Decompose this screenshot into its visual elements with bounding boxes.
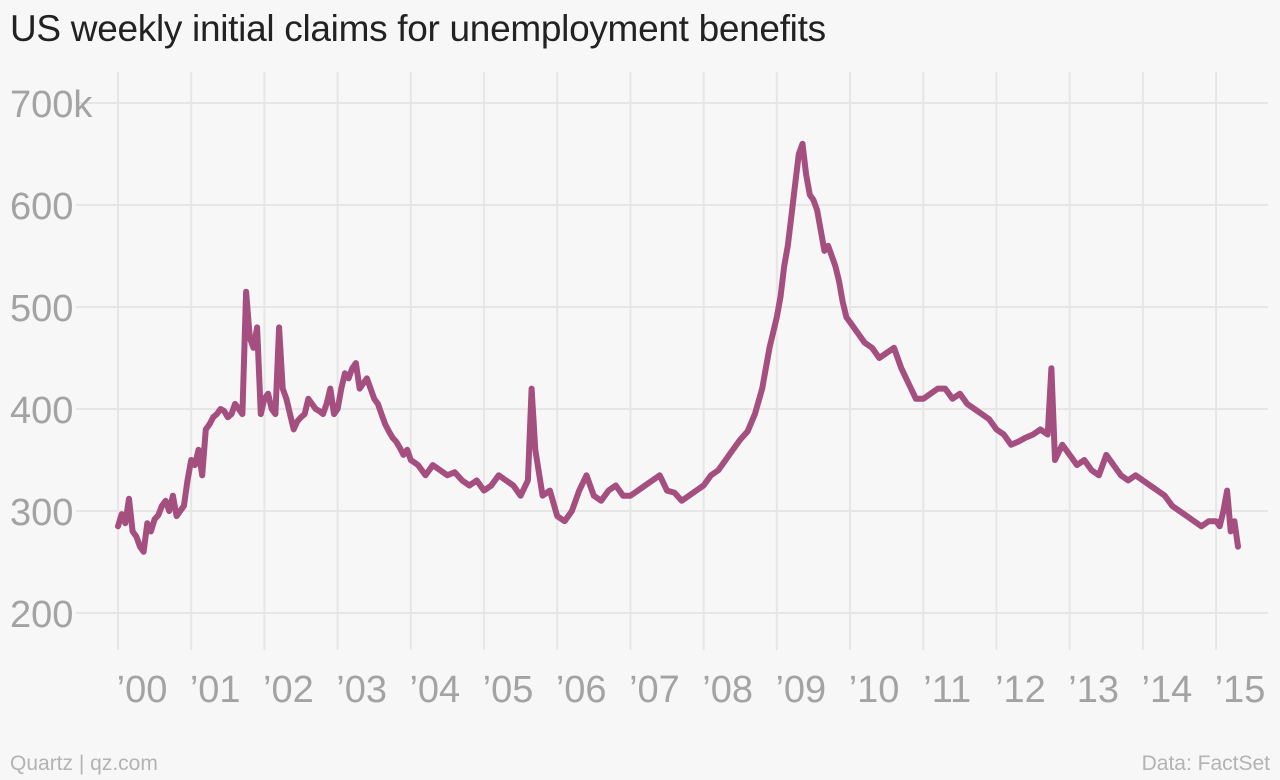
x-tick-label: ’06 bbox=[556, 669, 607, 711]
series-line-0 bbox=[115, 140, 1241, 555]
x-tick-label: ’03 bbox=[336, 669, 387, 711]
series-group bbox=[115, 140, 1241, 555]
x-tick-label: ’14 bbox=[1142, 669, 1193, 711]
x-tick-label: ’13 bbox=[1068, 669, 1119, 711]
x-tick-label: ’05 bbox=[483, 669, 534, 711]
y-axis-tick-labels: 200 300 400 500 600 700k bbox=[10, 84, 93, 636]
y-tick-label: 500 bbox=[10, 288, 73, 330]
x-tick-label: ’08 bbox=[702, 669, 753, 711]
x-tick-label: ’00 bbox=[117, 669, 168, 711]
source-credit: Quartz | qz.com bbox=[10, 752, 158, 775]
x-tick-label: ’01 bbox=[190, 669, 241, 711]
x-tick-label: ’09 bbox=[775, 669, 826, 711]
x-tick-label: ’02 bbox=[263, 669, 314, 711]
x-tick-label: ’10 bbox=[849, 669, 900, 711]
y-tick-label: 300 bbox=[10, 492, 73, 534]
x-tick-label: ’07 bbox=[629, 669, 680, 711]
data-source: Data: FactSet bbox=[1141, 752, 1270, 775]
chart-title: US weekly initial claims for unemploymen… bbox=[10, 8, 826, 49]
x-tick-label: ’04 bbox=[409, 669, 460, 711]
x-tick-label: ’12 bbox=[995, 669, 1046, 711]
y-tick-label: 700k bbox=[10, 84, 93, 126]
y-tick-label: 200 bbox=[10, 594, 73, 636]
y-tick-label: 600 bbox=[10, 186, 73, 228]
x-axis-tick-labels: ’00 ’01 ’02 ’03 ’04 ’05 ’06 ’07 ’08 ’09 ’10 ’11 ’12 ’… bbox=[117, 669, 1266, 711]
x-tick-label: ’15 bbox=[1215, 669, 1266, 711]
vertical-gridlines bbox=[117, 72, 1218, 650]
x-tick-label: ’11 bbox=[923, 669, 971, 711]
horizontal-gridlines bbox=[76, 102, 1268, 614]
y-tick-label: 400 bbox=[10, 390, 73, 432]
